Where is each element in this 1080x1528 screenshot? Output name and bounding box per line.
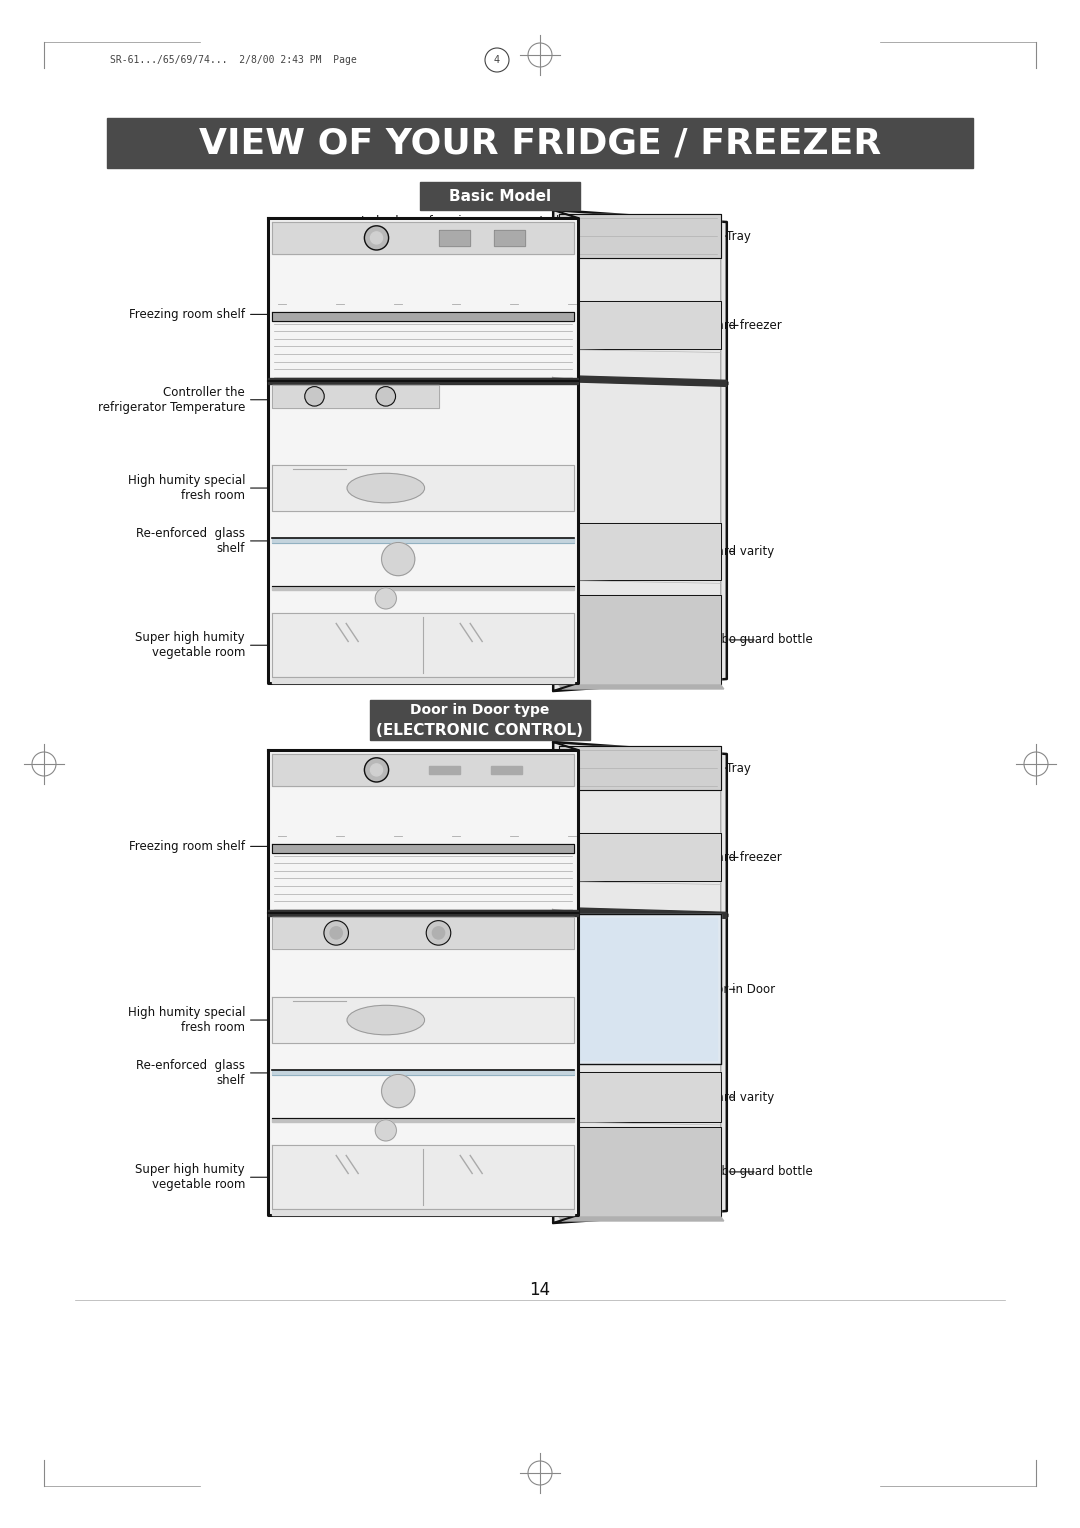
Text: Door in Door: Door in Door bbox=[700, 983, 775, 996]
Polygon shape bbox=[272, 1209, 573, 1215]
Polygon shape bbox=[107, 118, 973, 168]
Circle shape bbox=[364, 758, 389, 782]
Polygon shape bbox=[559, 914, 720, 1065]
Polygon shape bbox=[559, 523, 720, 581]
Polygon shape bbox=[563, 918, 717, 1060]
Polygon shape bbox=[553, 209, 727, 691]
Circle shape bbox=[376, 387, 395, 406]
Text: Guard freezer: Guard freezer bbox=[700, 851, 782, 863]
Text: Basic Model: Basic Model bbox=[449, 188, 551, 203]
Polygon shape bbox=[272, 753, 573, 785]
Polygon shape bbox=[559, 685, 724, 689]
Circle shape bbox=[305, 387, 324, 406]
Circle shape bbox=[375, 1120, 396, 1141]
Text: High humity special
fresh room: High humity special fresh room bbox=[127, 1005, 269, 1034]
Text: VIEW OF YOUR FRIDGE / FREEZER: VIEW OF YOUR FRIDGE / FREEZER bbox=[199, 125, 881, 160]
Text: Freezing room shelf: Freezing room shelf bbox=[129, 840, 269, 853]
Circle shape bbox=[381, 542, 415, 576]
Polygon shape bbox=[272, 677, 573, 683]
Circle shape bbox=[432, 927, 445, 940]
Polygon shape bbox=[272, 1070, 573, 1074]
Polygon shape bbox=[553, 743, 727, 1222]
Polygon shape bbox=[272, 466, 573, 510]
Polygon shape bbox=[268, 377, 578, 384]
Text: Controller the
refrigerator Temperature: Controller the refrigerator Temperature bbox=[97, 385, 269, 414]
Text: Freezing room shelf: Freezing room shelf bbox=[129, 309, 269, 321]
Ellipse shape bbox=[347, 474, 424, 503]
Polygon shape bbox=[272, 1118, 573, 1122]
Polygon shape bbox=[559, 301, 720, 350]
Circle shape bbox=[370, 764, 382, 776]
Circle shape bbox=[375, 588, 396, 610]
Polygon shape bbox=[272, 917, 573, 949]
Polygon shape bbox=[420, 182, 580, 209]
Circle shape bbox=[370, 232, 382, 244]
Text: Door in Door type: Door in Door type bbox=[410, 703, 550, 717]
Text: 14: 14 bbox=[529, 1280, 551, 1299]
Polygon shape bbox=[272, 998, 573, 1042]
Polygon shape bbox=[559, 1216, 724, 1221]
Polygon shape bbox=[268, 219, 578, 683]
Text: (ELECTRONIC CONTROL): (ELECTRONIC CONTROL) bbox=[377, 723, 583, 738]
Text: Super high humity
vegetable room: Super high humity vegetable room bbox=[135, 631, 269, 659]
Polygon shape bbox=[438, 229, 470, 246]
Polygon shape bbox=[553, 908, 727, 918]
Text: Jumbo guard bottle: Jumbo guard bottle bbox=[700, 1166, 813, 1178]
Text: Super high humity
vegetable room: Super high humity vegetable room bbox=[135, 1163, 269, 1192]
Polygon shape bbox=[268, 909, 578, 915]
Polygon shape bbox=[370, 700, 590, 740]
Text: Guard varity: Guard varity bbox=[700, 1091, 774, 1103]
Text: Jumbo guard bottle: Jumbo guard bottle bbox=[700, 634, 813, 646]
Polygon shape bbox=[268, 750, 578, 1215]
Polygon shape bbox=[272, 385, 438, 408]
Text: Guard freezer: Guard freezer bbox=[700, 319, 782, 332]
Circle shape bbox=[324, 921, 349, 946]
Polygon shape bbox=[559, 1073, 720, 1122]
Circle shape bbox=[381, 1074, 415, 1108]
Polygon shape bbox=[553, 376, 727, 387]
Text: Re-enforced  glass
shelf: Re-enforced glass shelf bbox=[136, 1059, 269, 1086]
Polygon shape bbox=[272, 222, 573, 254]
Polygon shape bbox=[272, 1146, 573, 1209]
Polygon shape bbox=[559, 214, 720, 258]
Polygon shape bbox=[495, 229, 525, 246]
Text: Egg Tray: Egg Tray bbox=[700, 761, 751, 775]
Polygon shape bbox=[272, 538, 573, 542]
Circle shape bbox=[427, 921, 450, 946]
Text: Indor lamp freezing room: Indor lamp freezing room bbox=[355, 762, 505, 776]
Circle shape bbox=[330, 927, 342, 940]
Text: Indor lamp freezing room, controller the
Freezer Temperature: Indor lamp freezing room, controller the… bbox=[362, 215, 598, 243]
Text: Re-enforced  glass
shelf: Re-enforced glass shelf bbox=[136, 527, 269, 555]
Ellipse shape bbox=[347, 1005, 424, 1034]
Text: High humity special
fresh room: High humity special fresh room bbox=[127, 474, 269, 503]
Text: Guard varity: Guard varity bbox=[700, 545, 774, 558]
Polygon shape bbox=[272, 312, 573, 321]
Text: 4: 4 bbox=[494, 55, 500, 66]
Text: SR-61.../65/69/74...  2/8/00 2:43 PM  Page: SR-61.../65/69/74... 2/8/00 2:43 PM Page bbox=[110, 55, 356, 66]
Polygon shape bbox=[559, 594, 720, 685]
Polygon shape bbox=[429, 766, 460, 773]
Polygon shape bbox=[559, 833, 720, 882]
Polygon shape bbox=[491, 766, 523, 773]
Polygon shape bbox=[559, 1126, 720, 1216]
Circle shape bbox=[364, 226, 389, 251]
Polygon shape bbox=[272, 845, 573, 853]
Polygon shape bbox=[559, 746, 720, 790]
Polygon shape bbox=[272, 587, 573, 590]
Text: Egg Tray: Egg Tray bbox=[700, 229, 751, 243]
Polygon shape bbox=[272, 613, 573, 677]
